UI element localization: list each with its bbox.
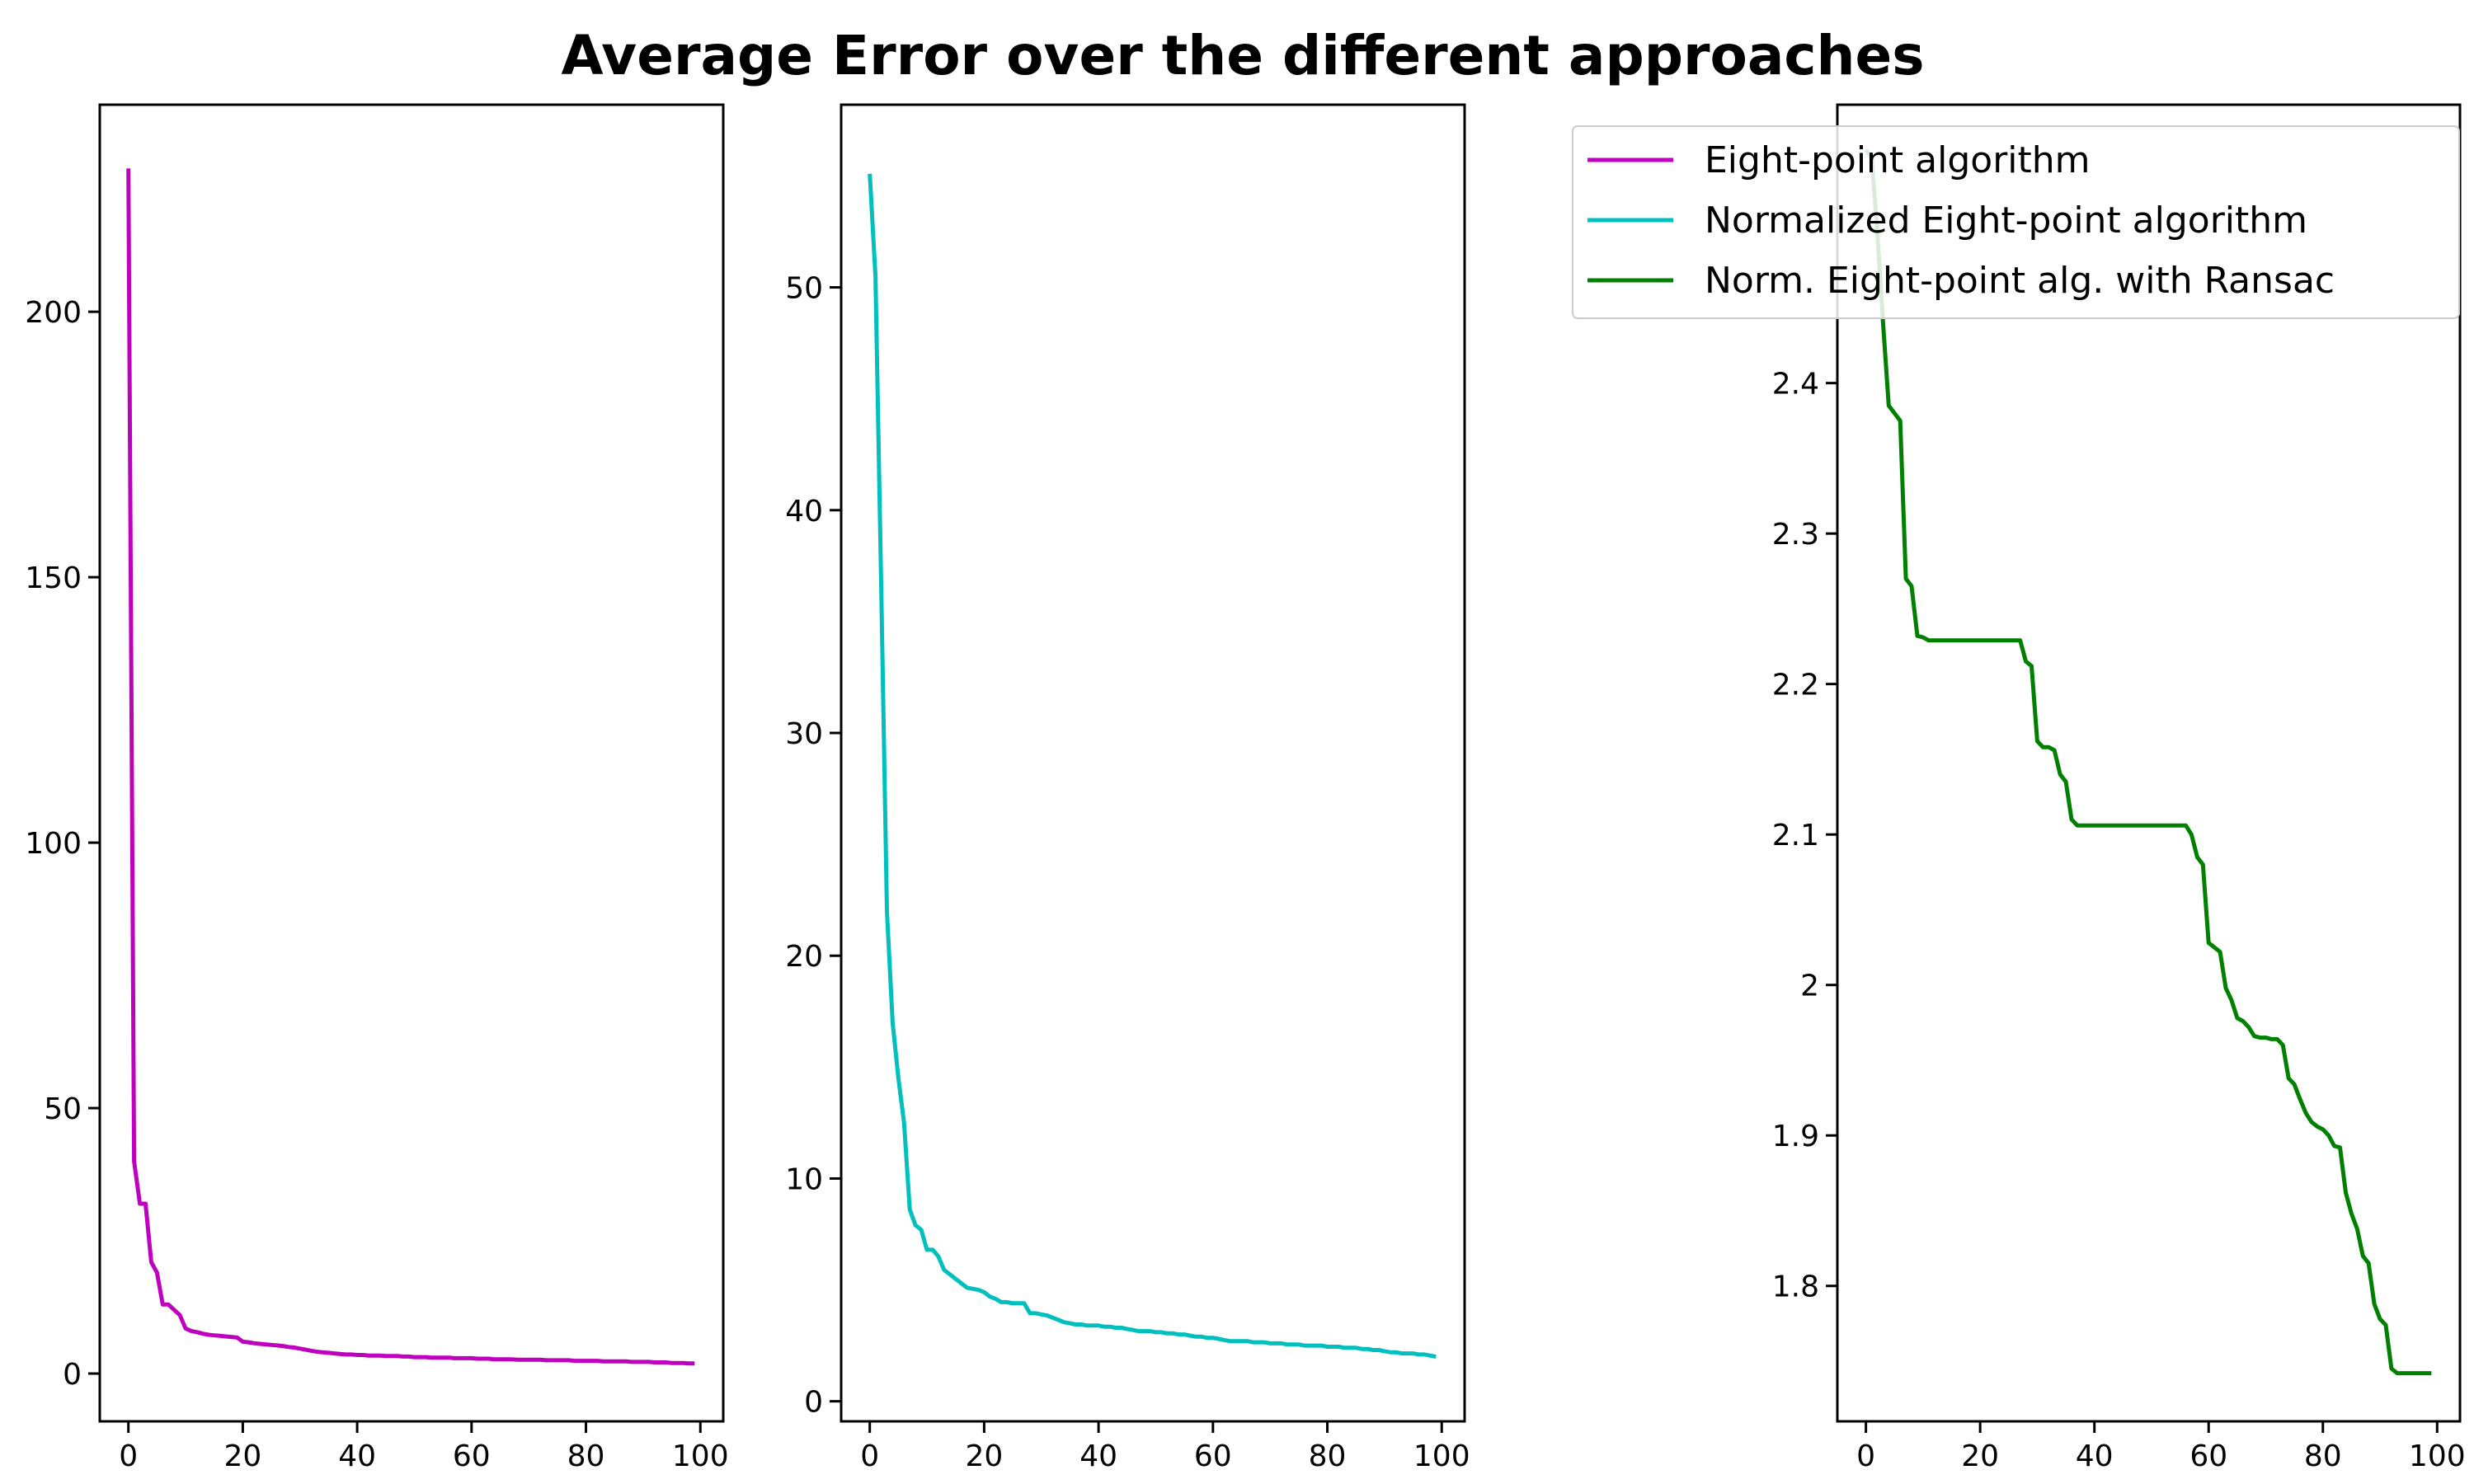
x-tick-label: 0 <box>860 1439 879 1473</box>
x-tick-label: 20 <box>223 1439 261 1473</box>
x-tick-label: 60 <box>1194 1439 1232 1473</box>
x-tick-label: 60 <box>2189 1439 2227 1473</box>
y-tick-label: 2.1 <box>1772 819 1819 852</box>
y-tick-label: 2 <box>1800 970 1819 1003</box>
subplot-normalized-eight-point: 0 20 40 60 80 100 0 10 20 30 40 50 <box>785 103 1470 1473</box>
legend-label-eight-point: Eight-point algorithm <box>1705 139 2091 181</box>
axes-frame <box>1836 103 2462 1423</box>
y-tick-label: 10 <box>785 1162 823 1196</box>
y-tick-label: 0 <box>804 1386 823 1420</box>
y-tick-label: 30 <box>785 717 823 751</box>
y-tick-label: 150 <box>25 561 82 595</box>
y-tick-label: 40 <box>785 495 823 528</box>
legend-label-normalized: Normalized Eight-point algorithm <box>1705 200 2307 242</box>
y-tick-label: 1.8 <box>1772 1270 1819 1304</box>
x-tick-label: 0 <box>119 1439 138 1473</box>
y-tick-label: 2.2 <box>1772 669 1819 702</box>
x-tick-label: 80 <box>567 1439 605 1473</box>
series-line <box>868 173 1437 1360</box>
x-tick-label: 20 <box>1961 1439 1999 1473</box>
y-tick-label: 2.3 <box>1772 518 1819 552</box>
figure-title: Average Error over the different approac… <box>561 24 1924 87</box>
x-tick-label: 0 <box>1856 1439 1875 1473</box>
y-tick-label: 1.9 <box>1772 1120 1819 1153</box>
x-tick-label: 40 <box>2076 1439 2114 1473</box>
y-tick-label: 200 <box>25 296 82 330</box>
x-tick-label: 40 <box>1079 1439 1117 1473</box>
x-tick-label: 80 <box>2304 1439 2342 1473</box>
subplot-norm-eight-point-ransac: 0 20 40 60 80 100 1.8 1.9 2 2.1 2.2 2.3 2.4 <box>1772 103 2466 1473</box>
legend: Eight-point algorithm Normalized Eight-p… <box>1572 125 2460 319</box>
x-tick-label: 100 <box>1413 1439 1470 1473</box>
legend-label-ransac: Norm. Eight-point alg. with Ransac <box>1705 260 2335 302</box>
axes-frame <box>840 103 1466 1423</box>
y-tick-label: 20 <box>785 940 823 974</box>
x-tick-label: 60 <box>453 1439 491 1473</box>
x-tick-label: 80 <box>1309 1439 1347 1473</box>
y-tick-label: 100 <box>25 827 82 861</box>
series-line <box>126 168 695 1366</box>
subplot-eight-point: 0 20 40 60 80 100 0 50 100 150 200 <box>25 103 729 1473</box>
x-tick-label: 100 <box>2409 1439 2466 1473</box>
x-tick-label: 40 <box>338 1439 376 1473</box>
y-tick-label: 50 <box>785 272 823 306</box>
series-line <box>1864 148 2432 1376</box>
legend-box <box>1572 125 2460 319</box>
x-tick-label: 20 <box>965 1439 1003 1473</box>
axes-frame <box>98 103 725 1423</box>
x-tick-label: 100 <box>672 1439 729 1473</box>
y-tick-label: 2.4 <box>1772 368 1819 402</box>
y-tick-label: 50 <box>44 1092 82 1126</box>
y-tick-label: 0 <box>63 1358 82 1392</box>
